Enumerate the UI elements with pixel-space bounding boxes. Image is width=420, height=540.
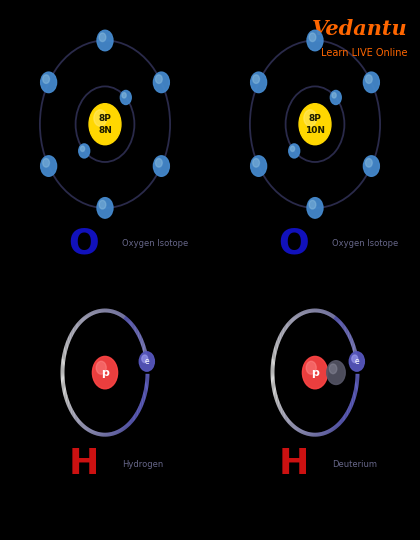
Circle shape: [99, 33, 106, 42]
Circle shape: [99, 200, 106, 209]
Circle shape: [96, 361, 106, 374]
Circle shape: [253, 75, 260, 83]
Circle shape: [155, 158, 162, 167]
Text: Deuterium: Deuterium: [332, 460, 377, 469]
Text: e: e: [144, 357, 149, 366]
Text: p: p: [311, 368, 319, 377]
Circle shape: [155, 75, 162, 83]
Text: 8N: 8N: [98, 126, 112, 135]
Circle shape: [97, 198, 113, 218]
Circle shape: [332, 93, 336, 98]
Circle shape: [251, 72, 267, 92]
Circle shape: [153, 72, 169, 92]
Circle shape: [349, 352, 365, 371]
Circle shape: [122, 93, 126, 98]
Circle shape: [352, 355, 358, 362]
Circle shape: [89, 104, 121, 145]
Text: Learn LIVE Online: Learn LIVE Online: [321, 48, 407, 58]
Circle shape: [253, 158, 260, 167]
Circle shape: [302, 356, 328, 389]
Circle shape: [363, 156, 379, 176]
Circle shape: [299, 104, 331, 145]
Circle shape: [309, 200, 316, 209]
Circle shape: [291, 146, 295, 151]
Circle shape: [307, 198, 323, 218]
Circle shape: [120, 91, 131, 105]
Circle shape: [309, 33, 316, 42]
Circle shape: [81, 146, 85, 151]
Text: Hydrogen: Hydrogen: [122, 460, 163, 469]
Circle shape: [43, 158, 50, 167]
Circle shape: [329, 364, 337, 374]
Text: Oxygen Isotope: Oxygen Isotope: [332, 239, 398, 247]
Circle shape: [304, 110, 317, 126]
Circle shape: [363, 72, 379, 92]
Text: 8P: 8P: [309, 114, 321, 123]
Circle shape: [365, 75, 372, 83]
Text: 10N: 10N: [305, 126, 325, 135]
Circle shape: [41, 72, 57, 92]
Text: H: H: [279, 448, 309, 481]
Text: Vedantu: Vedantu: [312, 19, 407, 39]
Circle shape: [251, 156, 267, 176]
Text: O: O: [68, 226, 100, 260]
Circle shape: [97, 30, 113, 51]
Circle shape: [41, 156, 57, 176]
Circle shape: [365, 158, 372, 167]
Circle shape: [289, 144, 300, 158]
Circle shape: [92, 356, 118, 389]
Text: H: H: [69, 448, 99, 481]
Circle shape: [139, 352, 155, 371]
Text: Oxygen Isotope: Oxygen Isotope: [122, 239, 188, 247]
Text: O: O: [278, 226, 310, 260]
Text: 8P: 8P: [99, 114, 111, 123]
Circle shape: [306, 361, 316, 374]
Circle shape: [79, 144, 90, 158]
Circle shape: [94, 110, 107, 126]
Circle shape: [153, 156, 169, 176]
Text: p: p: [101, 368, 109, 377]
Circle shape: [142, 355, 148, 362]
Circle shape: [43, 75, 50, 83]
Text: e: e: [354, 357, 359, 366]
Circle shape: [330, 91, 341, 105]
Circle shape: [327, 361, 345, 384]
Circle shape: [307, 30, 323, 51]
